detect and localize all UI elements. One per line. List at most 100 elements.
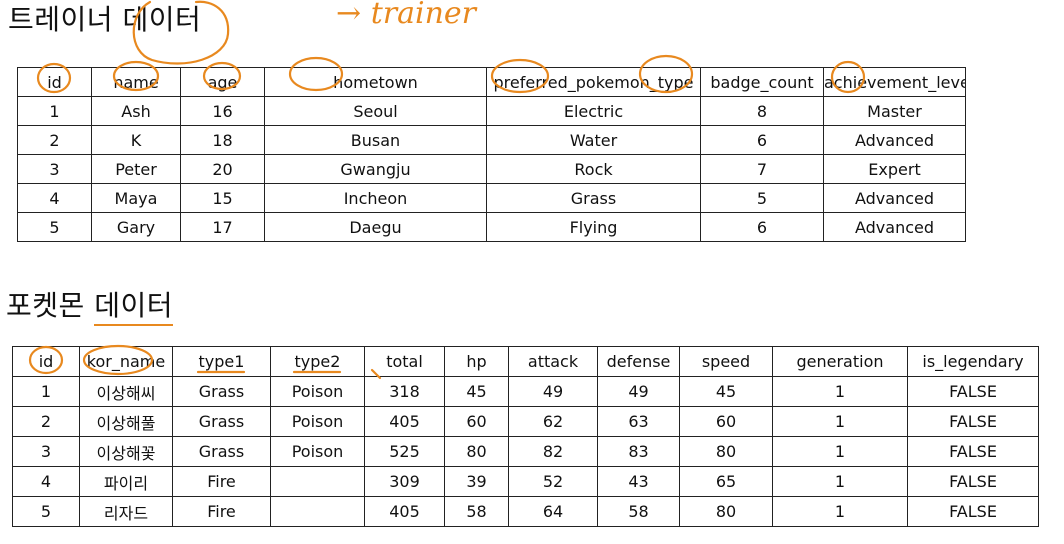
pokemon-title-prefix: 포켓몬 xyxy=(6,289,95,322)
annotation-text: trainer xyxy=(370,0,476,31)
trainer-cell-preferred-pokemon-type: Electric xyxy=(486,96,701,126)
trainer-table-row: 5 Gary 17 Daegu Flying 6 Advanced xyxy=(17,212,966,242)
trainer-cell-badge-count: 6 xyxy=(700,212,824,242)
pokemon-cell-defense: 63 xyxy=(597,406,680,437)
pokemon-cell-generation: 1 xyxy=(772,376,908,407)
pokemon-table-row: 5 리자드 Fire 405 58 64 58 80 1 FALSE xyxy=(12,496,1039,527)
trainer-cell-name: Peter xyxy=(91,154,181,184)
pokemon-col-header-speed: speed xyxy=(679,346,773,377)
pokemon-cell-kor-name: 이상해꽃 xyxy=(79,436,173,467)
trainer-section-title: 트레이너 데이터 xyxy=(8,6,201,34)
pokemon-cell-defense: 83 xyxy=(597,436,680,467)
pokemon-cell-type2: Poison xyxy=(270,406,365,437)
trainer-cell-badge-count: 7 xyxy=(700,154,824,184)
trainer-col-header-name: name xyxy=(91,67,181,97)
pokemon-cell-generation: 1 xyxy=(772,406,908,437)
trainer-col-header-hometown: hometown xyxy=(264,67,487,97)
pokemon-cell-total: 405 xyxy=(364,406,445,437)
pokemon-cell-total: 318 xyxy=(364,376,445,407)
pokemon-col-header-total: total xyxy=(364,346,445,377)
pokemon-col-header-generation: generation xyxy=(772,346,908,377)
trainer-cell-hometown: Busan xyxy=(264,125,487,155)
trainer-table-row: 1 Ash 16 Seoul Electric 8 Master xyxy=(17,96,966,126)
trainer-cell-age: 15 xyxy=(180,183,265,213)
pokemon-cell-speed: 65 xyxy=(679,466,773,497)
trainer-cell-id: 3 xyxy=(17,154,92,184)
trainer-annotation: → trainer xyxy=(336,0,476,31)
pokemon-col-header-type2: type2 xyxy=(270,346,365,377)
trainer-col-header-preferred-pokemon-type: preferred_pokemon_type xyxy=(486,67,701,97)
pokemon-cell-hp: 45 xyxy=(444,376,509,407)
pokemon-cell-generation: 1 xyxy=(772,466,908,497)
pokemon-table-row: 3 이상해꽃 Grass Poison 525 80 82 83 80 1 FALSE xyxy=(12,436,1039,467)
pokemon-col-header-id: id xyxy=(12,346,80,377)
trainer-cell-preferred-pokemon-type: Water xyxy=(486,125,701,155)
pokemon-cell-hp: 39 xyxy=(444,466,509,497)
annotation-arrow-icon: → xyxy=(336,0,362,31)
pokemon-cell-total: 525 xyxy=(364,436,445,467)
pokemon-table-header: id kor_name type1 type2 total hp attack defense… xyxy=(12,346,1039,377)
pokemon-cell-hp: 60 xyxy=(444,406,509,437)
pokemon-cell-type2: Poison xyxy=(270,376,365,407)
pokemon-cell-hp: 80 xyxy=(444,436,509,467)
pokemon-cell-speed: 45 xyxy=(679,376,773,407)
pokemon-col-header-hp: hp xyxy=(444,346,509,377)
pokemon-table-body: 1 이상해씨 Grass Poison 318 45 49 49 45 1 FALSE 2 이상해풀 Gr… xyxy=(12,376,1039,527)
pokemon-col-header-kor-name: kor_name xyxy=(79,346,173,377)
pokemon-title-data-word: 데이터 xyxy=(94,289,173,326)
trainer-cell-preferred-pokemon-type: Flying xyxy=(486,212,701,242)
pokemon-cell-attack: 82 xyxy=(508,436,598,467)
pokemon-cell-is-legendary: FALSE xyxy=(907,406,1039,437)
pokemon-cell-type1: Fire xyxy=(172,496,271,527)
trainer-col-header-age: age xyxy=(180,67,265,97)
trainer-table-row: 4 Maya 15 Incheon Grass 5 Advanced xyxy=(17,183,966,213)
pokemon-col-header-defense: defense xyxy=(597,346,680,377)
trainer-cell-badge-count: 8 xyxy=(700,96,824,126)
trainer-cell-achievement-level: Advanced xyxy=(823,183,966,213)
pokemon-cell-type1: Grass xyxy=(172,376,271,407)
trainer-cell-id: 2 xyxy=(17,125,92,155)
trainer-cell-hometown: Daegu xyxy=(264,212,487,242)
trainer-cell-name: Gary xyxy=(91,212,181,242)
pokemon-cell-generation: 1 xyxy=(772,496,908,527)
trainer-cell-badge-count: 5 xyxy=(700,183,824,213)
trainer-cell-hometown: Gwangju xyxy=(264,154,487,184)
trainer-title-prefix: 트레이너 xyxy=(8,3,123,36)
pokemon-table-row: 2 이상해풀 Grass Poison 405 60 62 63 60 1 FALSE xyxy=(12,406,1039,437)
trainer-table-row: 2 K 18 Busan Water 6 Advanced xyxy=(17,125,966,155)
pokemon-cell-attack: 64 xyxy=(508,496,598,527)
trainer-cell-name: Maya xyxy=(91,183,181,213)
trainer-cell-achievement-level: Master xyxy=(823,96,966,126)
pokemon-cell-id: 2 xyxy=(12,406,80,437)
pokemon-table-row: 4 파이리 Fire 309 39 52 43 65 1 FALSE xyxy=(12,466,1039,497)
trainer-cell-id: 5 xyxy=(17,212,92,242)
trainer-table-row: 3 Peter 20 Gwangju Rock 7 Expert xyxy=(17,154,966,184)
pokemon-table-row: 1 이상해씨 Grass Poison 318 45 49 49 45 1 FALSE xyxy=(12,376,1039,407)
pokemon-col-header-is-legendary: is_legendary xyxy=(907,346,1039,377)
pokemon-cell-is-legendary: FALSE xyxy=(907,496,1039,527)
pokemon-cell-total: 405 xyxy=(364,496,445,527)
pokemon-cell-kor-name: 파이리 xyxy=(79,466,173,497)
pokemon-cell-kor-name: 리자드 xyxy=(79,496,173,527)
trainer-table: id name age hometown preferred_pokemon_type b… xyxy=(17,67,966,242)
trainer-title-data-word: 데이터 xyxy=(122,3,202,36)
pokemon-cell-kor-name: 이상해풀 xyxy=(79,406,173,437)
trainer-cell-age: 16 xyxy=(180,96,265,126)
trainer-cell-age: 17 xyxy=(180,212,265,242)
pokemon-cell-kor-name: 이상해씨 xyxy=(79,376,173,407)
trainer-cell-name: K xyxy=(91,125,181,155)
pokemon-col-header-type1: type1 xyxy=(172,346,271,377)
pokemon-cell-id: 4 xyxy=(12,466,80,497)
pokemon-section-title: 포켓몬 데이터 xyxy=(6,289,173,326)
trainer-cell-achievement-level: Advanced xyxy=(823,125,966,155)
pokemon-col-header-attack: attack xyxy=(508,346,598,377)
trainer-cell-achievement-level: Advanced xyxy=(823,212,966,242)
trainer-cell-achievement-level: Expert xyxy=(823,154,966,184)
pokemon-cell-is-legendary: FALSE xyxy=(907,466,1039,497)
trainer-col-header-badge-count: badge_count xyxy=(700,67,824,97)
trainer-col-header-achievement-level: achievement_level xyxy=(823,67,966,97)
pokemon-cell-speed: 60 xyxy=(679,406,773,437)
trainer-cell-badge-count: 6 xyxy=(700,125,824,155)
trainer-cell-id: 1 xyxy=(17,96,92,126)
trainer-col-header-id: id xyxy=(17,67,92,97)
